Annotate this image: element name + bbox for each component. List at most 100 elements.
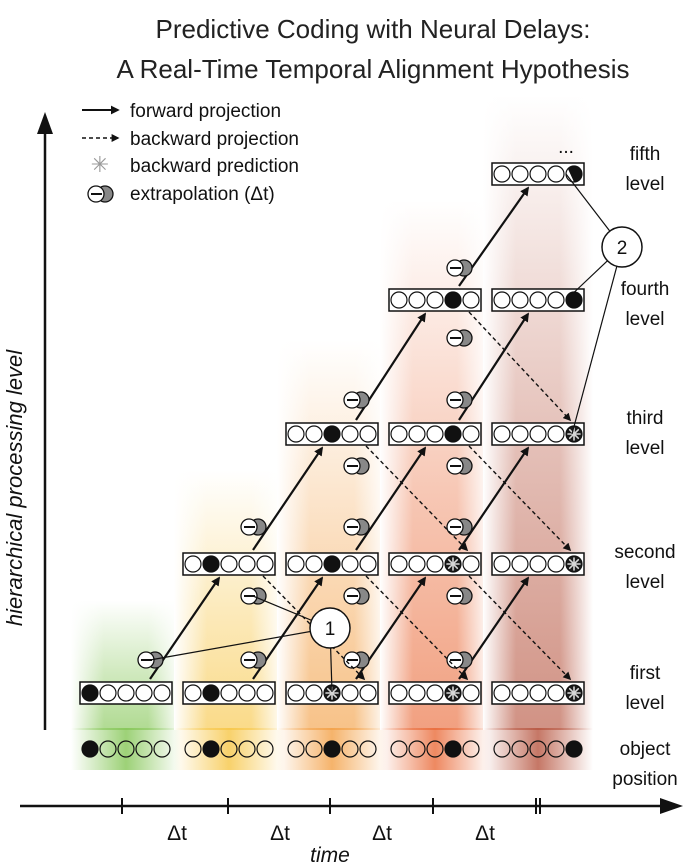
callout-2-leader-3	[571, 246, 623, 435]
neuron	[359, 425, 377, 443]
object-position-2	[184, 740, 274, 758]
neuron	[493, 555, 511, 573]
object-dot	[408, 740, 426, 758]
neuron-active	[565, 291, 583, 309]
level-3-box-t3	[285, 422, 379, 446]
neuron	[426, 684, 444, 702]
extrapolation-l1-t4	[446, 651, 473, 669]
neuron	[547, 684, 565, 702]
callout-1-label: 1	[325, 619, 336, 640]
tick-label-4: Δt	[475, 822, 495, 845]
neuron	[511, 291, 529, 309]
neuron-active	[202, 684, 220, 702]
level-label-first-1: first	[630, 663, 661, 684]
object-dot	[529, 740, 547, 758]
neuron	[529, 165, 547, 183]
backward-arrow-l3-t4	[468, 445, 572, 552]
neuron	[184, 555, 202, 573]
neuron	[153, 684, 171, 702]
neuron	[547, 165, 565, 183]
neuron	[117, 684, 135, 702]
object-dot-active	[323, 740, 341, 758]
extrapolation-l1-t3	[343, 651, 370, 669]
level-1-box-t1	[79, 681, 173, 705]
object-dot-active	[202, 740, 220, 758]
object-dot	[135, 740, 153, 758]
legend-extrapolation-label: extrapolation (Δt)	[130, 184, 275, 205]
neuron	[99, 684, 117, 702]
neuron	[220, 555, 238, 573]
neuron	[341, 684, 359, 702]
y-axis-label: hierarchical processing level	[2, 349, 27, 626]
level-label-second-2: level	[625, 572, 664, 593]
neuron	[238, 684, 256, 702]
neuron	[256, 555, 274, 573]
extrapolation-l1-t1	[137, 651, 164, 669]
object-position-3	[287, 740, 377, 758]
object-dot	[390, 740, 408, 758]
asterisk-icon	[446, 557, 460, 571]
neuron	[529, 291, 547, 309]
legend: forward projection backward projection ✳…	[82, 101, 299, 205]
backward-arrow-l2-t4	[468, 575, 572, 681]
level-1-box-t2	[182, 681, 276, 705]
legend-forward-label: forward projection	[130, 101, 281, 122]
object-dot	[511, 740, 529, 758]
neuron	[511, 165, 529, 183]
neuron	[390, 291, 408, 309]
object-dot	[256, 740, 274, 758]
object-strip-bg-4	[380, 728, 490, 770]
object-strip-bg-2	[174, 728, 284, 770]
neuron-active	[81, 684, 99, 702]
object-dot-active	[565, 740, 583, 758]
legend-backward-label: backward projection	[130, 129, 299, 150]
object-dot	[153, 740, 171, 758]
object-dot-active	[444, 740, 462, 758]
neuron	[511, 555, 529, 573]
legend-extrapolation-icon	[87, 185, 114, 203]
object-position-5	[493, 740, 583, 758]
neuron	[408, 684, 426, 702]
neuron	[493, 165, 511, 183]
neuron	[493, 291, 511, 309]
level-3-box-t4	[388, 422, 482, 446]
tick-label-2: Δt	[270, 822, 290, 845]
neuron	[341, 425, 359, 443]
neuron	[287, 555, 305, 573]
level-label-second-1: second	[614, 542, 675, 563]
neuron	[220, 684, 238, 702]
level-label-fourth-2: level	[625, 309, 664, 330]
object-dot	[184, 740, 202, 758]
ellipsis-label: ...	[558, 137, 574, 158]
object-position-1	[81, 740, 171, 758]
asterisk-icon	[567, 557, 581, 571]
object-dot	[493, 740, 511, 758]
object-dot	[99, 740, 117, 758]
extrapolation-back-l2-t4	[446, 587, 473, 605]
neuron	[493, 684, 511, 702]
backward-arrow-l4-t4	[468, 311, 572, 422]
object-dot	[426, 740, 444, 758]
neuron	[511, 425, 529, 443]
neuron	[426, 555, 444, 573]
neuron	[359, 684, 377, 702]
neuron	[529, 684, 547, 702]
neuron	[341, 555, 359, 573]
neuron	[547, 291, 565, 309]
level-label-fifth-1: fifth	[630, 144, 661, 165]
neuron	[529, 555, 547, 573]
neuron-active	[444, 291, 462, 309]
level-2-box-t3	[285, 552, 379, 576]
neuron	[511, 684, 529, 702]
extrapolation-l2-t3	[343, 518, 370, 536]
object-dot	[238, 740, 256, 758]
neuron	[256, 684, 274, 702]
level-2-box-t2	[182, 552, 276, 576]
neuron	[426, 291, 444, 309]
color-band-fade-3	[277, 340, 387, 730]
neuron	[426, 425, 444, 443]
neuron	[462, 291, 480, 309]
callout-1-circle	[309, 607, 351, 649]
extrapolation-l2-t4	[446, 518, 473, 536]
